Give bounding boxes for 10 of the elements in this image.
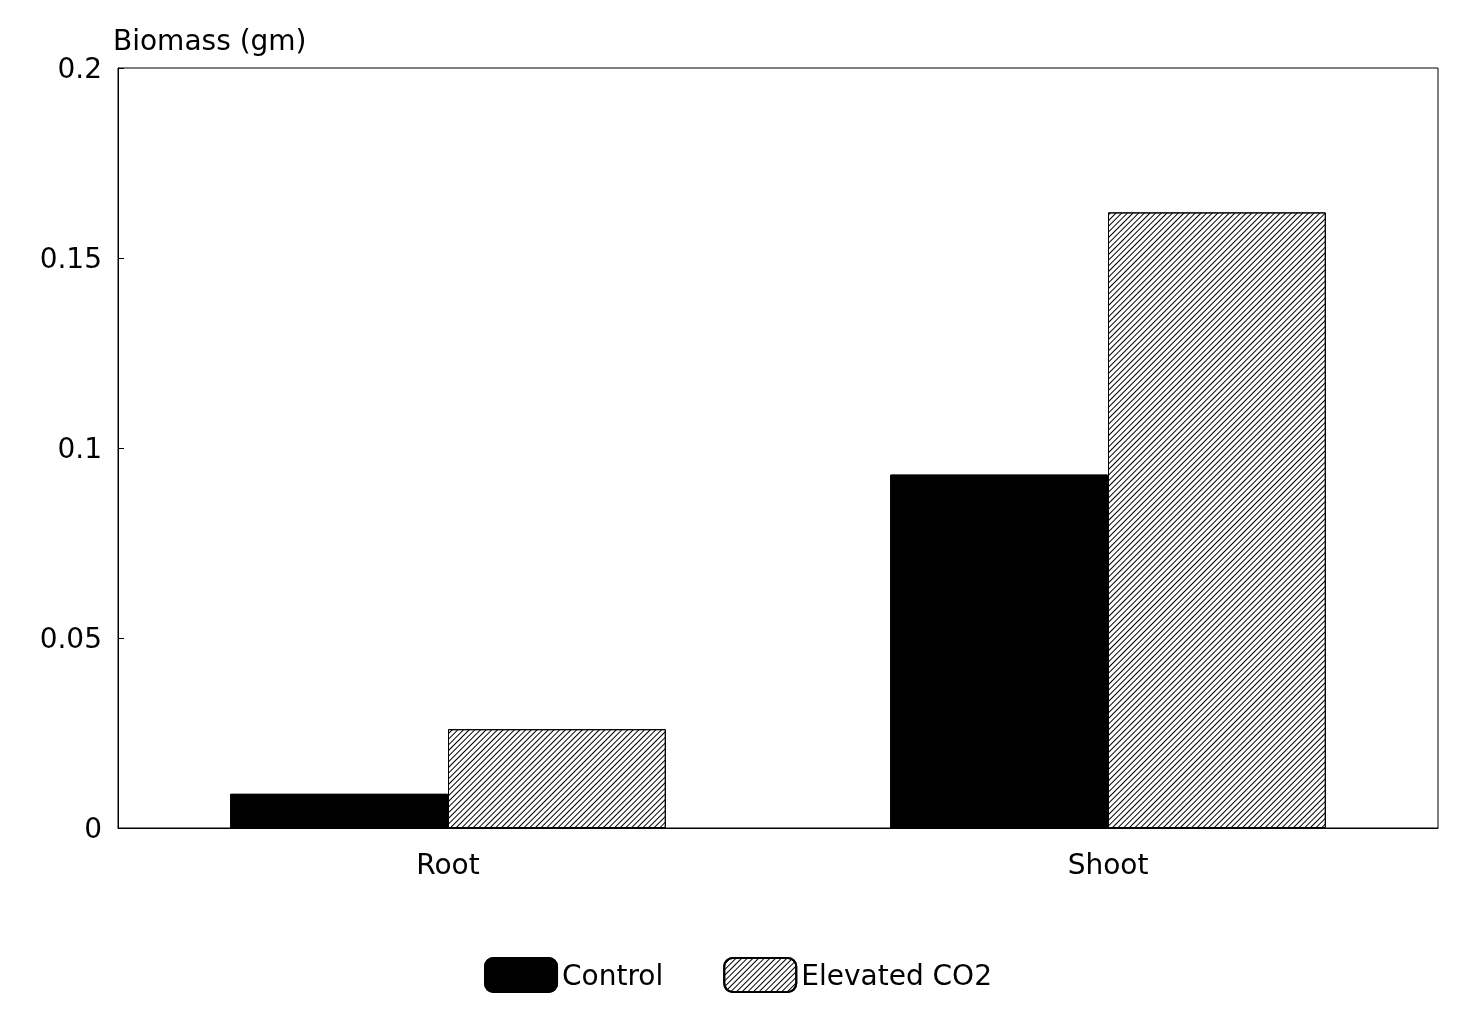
y-tick-label: 0.15 (39, 241, 102, 275)
y-tick-label: 0.2 (57, 51, 102, 85)
y-tick-label: 0.1 (57, 431, 102, 465)
legend-label: Elevated CO2 (801, 958, 992, 992)
legend-label: Control (562, 958, 664, 992)
x-tick-label: Shoot (1067, 847, 1149, 881)
x-tick-label: Root (416, 847, 480, 881)
y-tick-label: 0.05 (39, 621, 102, 655)
y-tick-label: 0 (84, 811, 102, 845)
y-axis-title: Biomass (gm) (113, 23, 307, 57)
